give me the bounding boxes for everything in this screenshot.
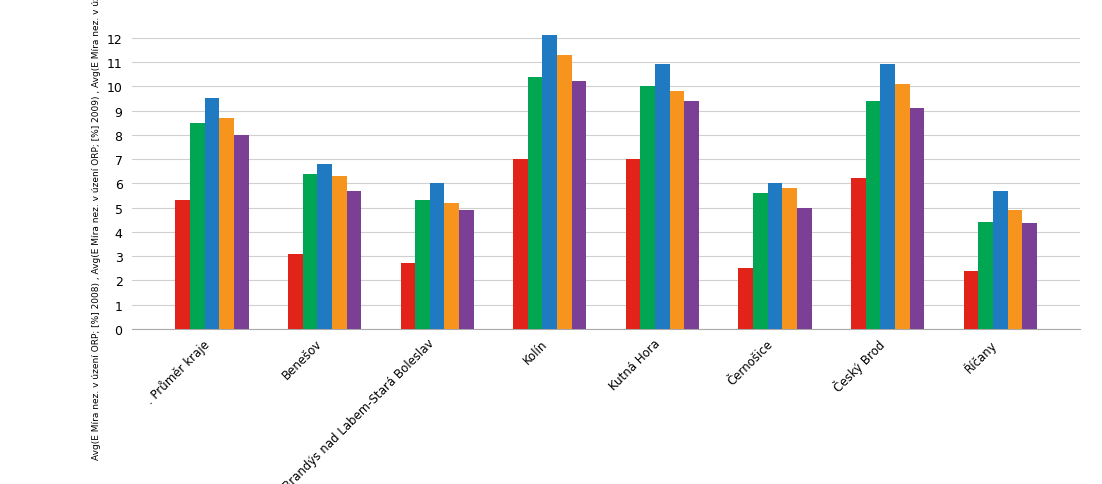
Bar (753, 194, 768, 329)
Bar (542, 36, 558, 329)
Bar (572, 82, 586, 329)
Bar (684, 102, 699, 329)
Bar (880, 65, 895, 329)
Bar (332, 177, 346, 329)
Bar (430, 184, 444, 329)
Bar (1007, 211, 1023, 329)
Bar (346, 191, 361, 329)
Bar (655, 65, 670, 329)
Bar (444, 203, 460, 329)
Bar (528, 77, 542, 329)
Bar (205, 99, 219, 329)
Bar (768, 184, 782, 329)
Bar (909, 109, 925, 329)
Bar (234, 136, 249, 329)
Bar (514, 160, 528, 329)
Bar (895, 85, 909, 329)
Bar (190, 123, 205, 329)
Bar (670, 92, 684, 329)
Bar (1023, 224, 1037, 329)
Bar (866, 102, 880, 329)
Bar (400, 264, 415, 329)
Bar (317, 165, 332, 329)
Bar (558, 56, 572, 329)
Bar (797, 208, 812, 329)
Bar (303, 174, 317, 329)
Bar (288, 254, 303, 329)
Bar (175, 201, 190, 329)
Bar (979, 223, 993, 329)
Bar (993, 191, 1007, 329)
Bar (782, 189, 797, 329)
Bar (738, 269, 753, 329)
Bar (963, 271, 979, 329)
Bar (219, 119, 234, 329)
Y-axis label: Avg(E Míra nez. v úzení ORP; [%] 2008) , Avg(E Míra nez. v úzení ORP; [%] 2009) : Avg(E Míra nez. v úzení ORP; [%] 2008) ,… (93, 0, 101, 459)
Bar (851, 179, 866, 329)
Bar (626, 160, 640, 329)
Bar (460, 211, 474, 329)
Bar (415, 201, 430, 329)
Bar (640, 87, 655, 329)
